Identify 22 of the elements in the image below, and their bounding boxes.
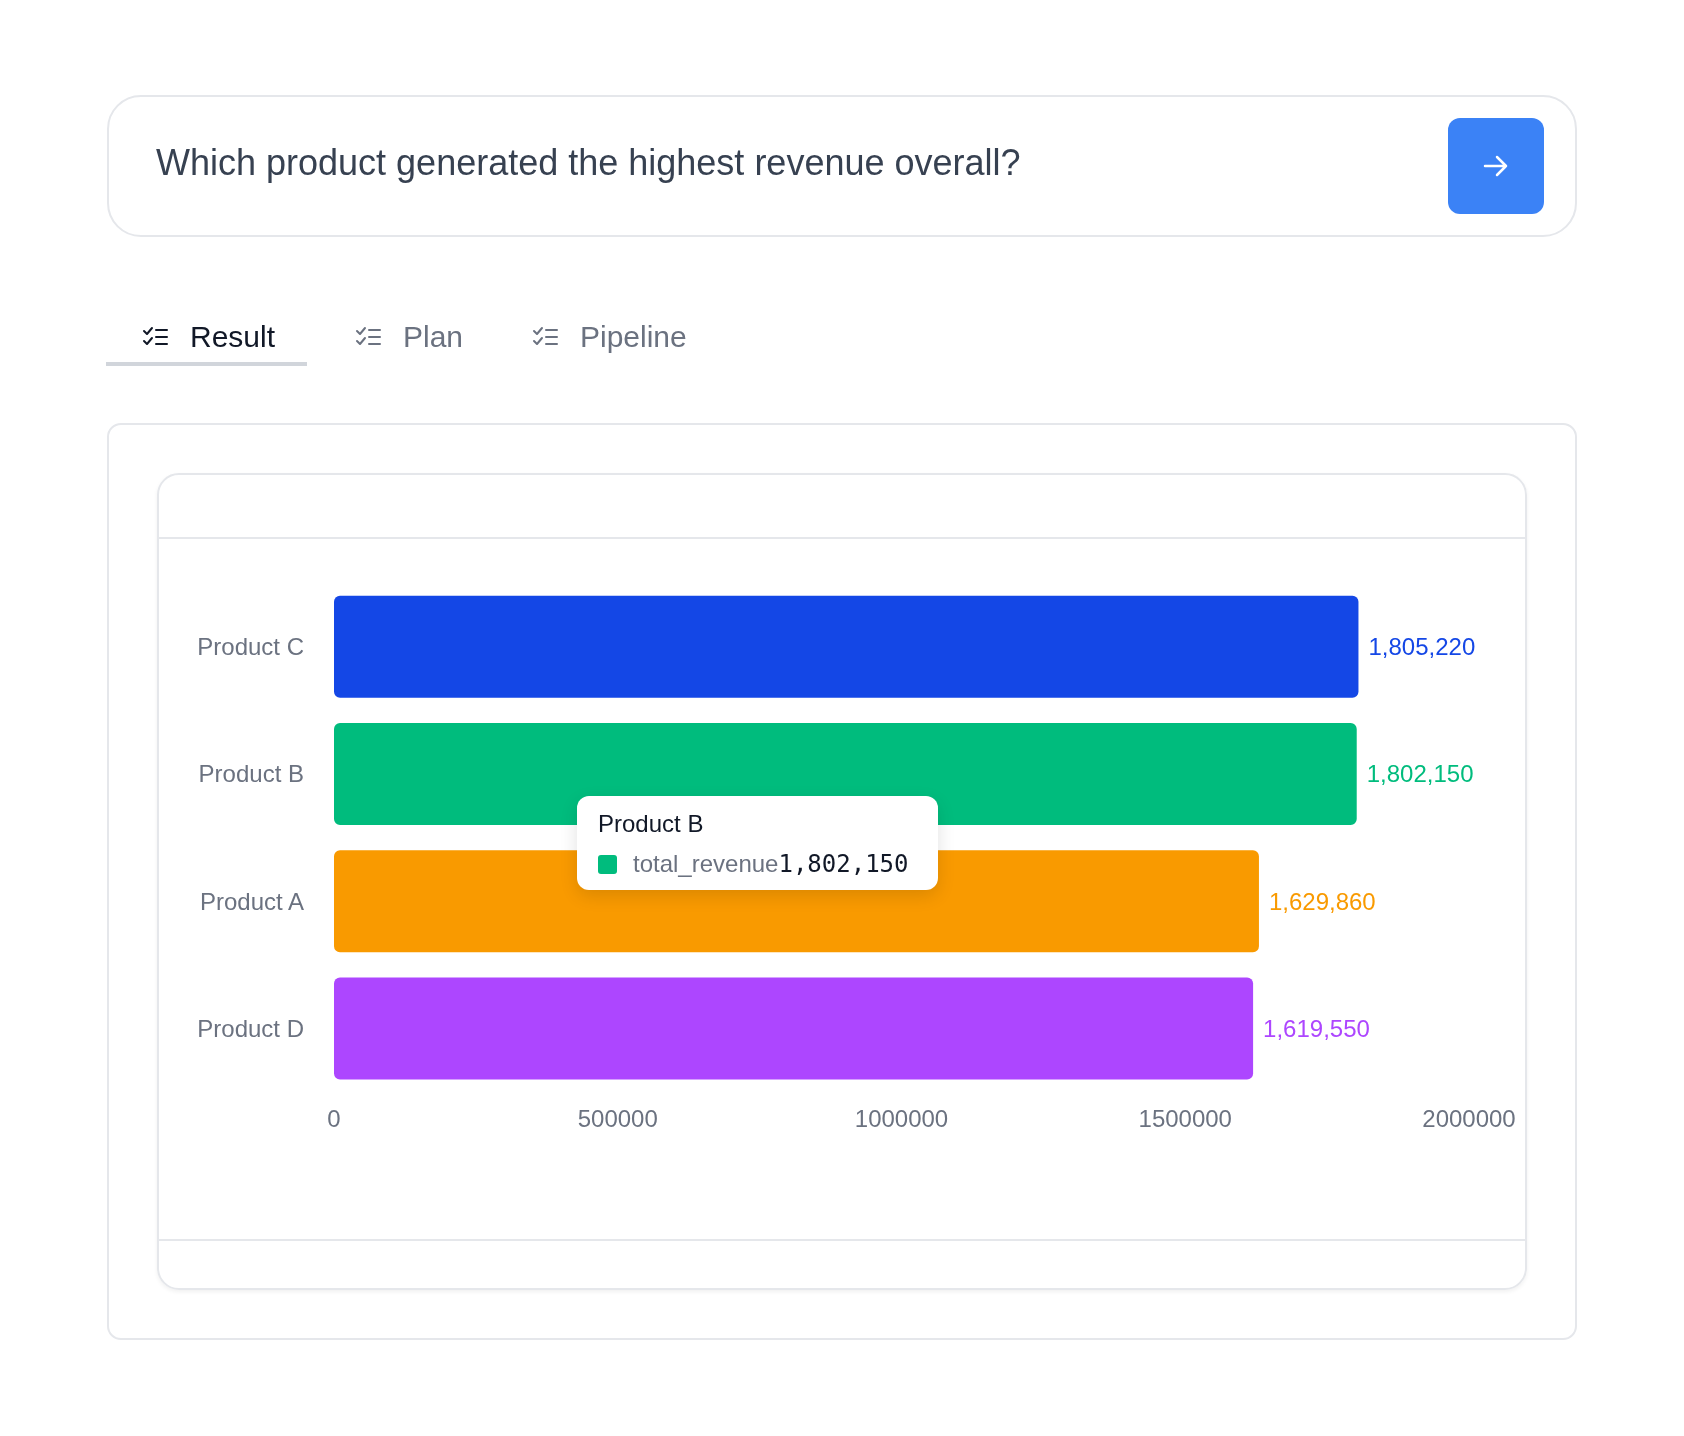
x-tick-label: 500000 xyxy=(577,1105,658,1133)
x-tick-label: 1500000 xyxy=(1138,1105,1232,1133)
text: Plan xyxy=(403,320,464,354)
annotation: 1,802,150 xyxy=(778,850,909,878)
y-tick-label: Product C xyxy=(197,633,304,661)
chart-title: Which product generated the highest revenue overall? xyxy=(156,142,1021,184)
y-tick-label: Product D xyxy=(197,1014,304,1042)
y-tick-label: Product A xyxy=(199,887,304,915)
bar xyxy=(334,595,1359,698)
annotation: Product B xyxy=(598,810,704,838)
data-label: 1,802,150 xyxy=(1366,760,1474,788)
y-tick-label: Product B xyxy=(198,760,304,788)
data-label: 1,619,550 xyxy=(1263,1014,1370,1042)
data-label: 1,629,860 xyxy=(1268,887,1376,915)
text: Pipeline xyxy=(580,320,687,354)
x-tick-label: 0 xyxy=(327,1105,341,1133)
bar xyxy=(334,977,1254,1080)
x-tick-label: 2000000 xyxy=(1422,1105,1516,1133)
data-label: 1,805,220 xyxy=(1368,633,1476,661)
text: Result xyxy=(190,320,276,354)
tooltip-card: Product B total_revenue1,802,150 xyxy=(577,796,938,890)
x-tick-label: 1000000 xyxy=(854,1105,949,1133)
